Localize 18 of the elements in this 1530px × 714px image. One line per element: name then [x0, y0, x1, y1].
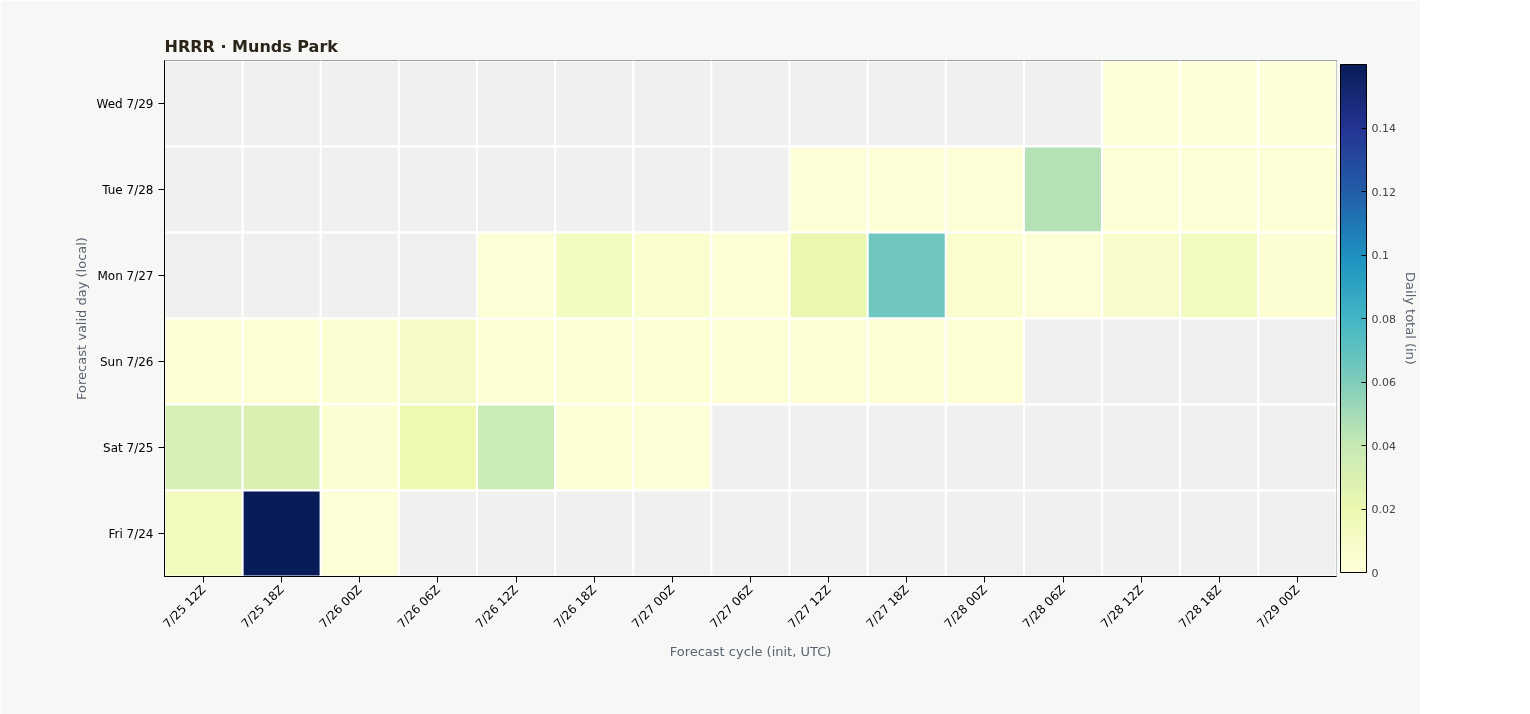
- chart-title: HRRR · Munds Park: [164, 36, 339, 56]
- y-tick-label: Mon 7/27: [97, 268, 154, 283]
- color-bar-label: 0.04: [1371, 439, 1396, 453]
- x-axis-title: Forecast cycle (init, UTC): [669, 643, 832, 659]
- color-bar-label: 0.1: [1371, 249, 1389, 262]
- y-tick-label: Fri 7/24: [108, 526, 154, 541]
- color-bar-label: 0.14: [1371, 122, 1396, 135]
- color-bar-label: 0.08: [1371, 312, 1396, 326]
- color-bar-title: Daily total (in): [1402, 272, 1418, 365]
- y-tick-label: Wed 7/29: [96, 96, 154, 111]
- y-axis-title: Forecast valid day (local): [73, 237, 89, 400]
- y-tick-label: Sat 7/25: [103, 440, 154, 455]
- color-bar-label: 0.06: [1371, 376, 1396, 389]
- color-bar-label: 0.02: [1371, 503, 1396, 516]
- color-bar-label: 0: [1371, 566, 1379, 580]
- y-tick-label: Sun 7/26: [99, 354, 154, 369]
- color-bar-label: 0.12: [1371, 185, 1396, 199]
- y-tick-label: Tue 7/28: [101, 182, 154, 197]
